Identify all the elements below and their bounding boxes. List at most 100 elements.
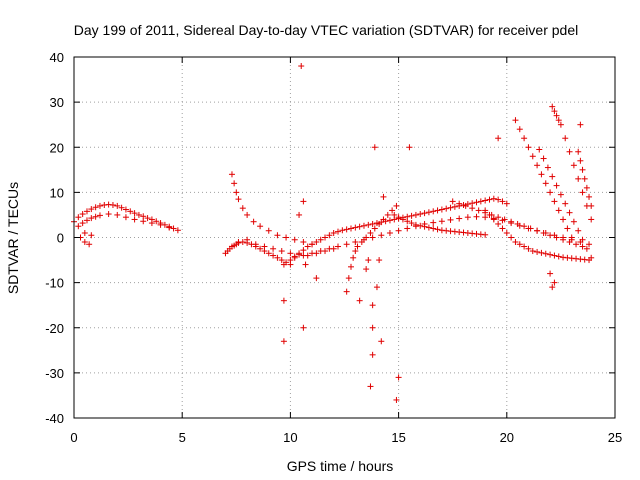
data-point xyxy=(140,218,147,225)
data-point xyxy=(75,223,82,230)
data-point xyxy=(300,198,307,205)
data-point xyxy=(153,218,160,225)
x-axis-label: GPS time / hours xyxy=(287,458,394,474)
data-point xyxy=(252,241,259,248)
data-point xyxy=(166,224,173,231)
data-point xyxy=(365,257,372,264)
data-point xyxy=(495,220,502,227)
data-point xyxy=(326,245,333,252)
data-point xyxy=(300,239,307,246)
data-point xyxy=(456,200,463,207)
data-point xyxy=(547,232,554,239)
data-point xyxy=(586,241,593,248)
data-point xyxy=(257,223,264,230)
data-point xyxy=(482,207,489,214)
data-point xyxy=(412,211,419,218)
data-point xyxy=(508,234,515,241)
data-point xyxy=(551,198,558,205)
data-point xyxy=(228,171,235,178)
data-point xyxy=(280,297,287,304)
data-point xyxy=(81,229,88,236)
data-point xyxy=(443,205,450,212)
data-point xyxy=(438,206,445,213)
data-point xyxy=(326,232,333,239)
data-point xyxy=(540,229,547,236)
data-point xyxy=(352,248,359,255)
data-point xyxy=(83,217,90,224)
data-point xyxy=(516,241,523,248)
data-point xyxy=(430,208,437,215)
data-point xyxy=(131,210,138,217)
data-point xyxy=(356,223,363,230)
data-point xyxy=(79,220,86,227)
data-point xyxy=(354,243,361,250)
data-point xyxy=(549,284,556,291)
data-point xyxy=(127,208,134,215)
data-point xyxy=(525,245,532,252)
data-point xyxy=(449,198,456,205)
data-point xyxy=(287,250,294,257)
data-point xyxy=(369,324,376,331)
data-point xyxy=(365,221,372,228)
data-point xyxy=(551,108,558,115)
data-point xyxy=(477,198,484,205)
data-point xyxy=(568,234,575,241)
data-point xyxy=(547,270,554,277)
data-point xyxy=(343,241,350,248)
data-point xyxy=(304,243,311,250)
y-tick-label: 0 xyxy=(57,231,64,246)
data-point xyxy=(516,126,523,133)
data-point xyxy=(462,202,469,209)
y-axis-label: SDTVAR / TECUs xyxy=(5,182,21,294)
data-point xyxy=(557,121,564,128)
data-point xyxy=(521,223,528,230)
y-tick-label: -10 xyxy=(45,276,64,291)
data-point xyxy=(157,221,164,228)
data-point xyxy=(378,232,385,239)
data-point xyxy=(170,225,177,232)
data-point xyxy=(508,218,515,225)
data-point xyxy=(352,224,359,231)
data-point xyxy=(512,117,519,124)
data-point xyxy=(486,211,493,218)
data-point xyxy=(278,257,285,264)
data-point xyxy=(360,222,367,229)
data-point xyxy=(425,209,432,216)
data-point xyxy=(96,212,103,219)
data-point xyxy=(555,207,562,214)
data-point xyxy=(495,196,502,203)
data-point xyxy=(581,175,588,182)
data-point xyxy=(92,204,99,211)
data-point xyxy=(317,248,324,255)
data-point xyxy=(512,239,519,246)
data-point xyxy=(560,236,567,243)
data-point xyxy=(395,214,402,221)
grid xyxy=(74,57,615,418)
data-point xyxy=(534,248,541,255)
data-point xyxy=(547,189,554,196)
data-point xyxy=(586,193,593,200)
data-point xyxy=(380,193,387,200)
data-point xyxy=(335,243,342,250)
data-point xyxy=(330,229,337,236)
ticks: 0 5 10 15 20 25 40 30 20 10 0 -10 -20 -30 -40 xyxy=(45,50,622,445)
data-point xyxy=(376,257,383,264)
data-point xyxy=(81,239,88,246)
data-point xyxy=(577,121,584,128)
x-tick-label: 15 xyxy=(391,430,405,445)
data-point xyxy=(339,227,346,234)
data-point xyxy=(430,219,437,226)
data-point xyxy=(239,205,246,212)
data-point xyxy=(544,164,551,171)
data-point xyxy=(371,144,378,151)
data-point xyxy=(447,204,454,211)
data-point xyxy=(564,225,571,232)
data-point xyxy=(380,216,387,223)
data-point xyxy=(335,228,342,235)
data-point xyxy=(367,229,374,236)
data-point xyxy=(257,245,264,252)
data-point xyxy=(525,144,532,151)
data-point xyxy=(482,197,489,204)
data-point xyxy=(529,153,536,160)
